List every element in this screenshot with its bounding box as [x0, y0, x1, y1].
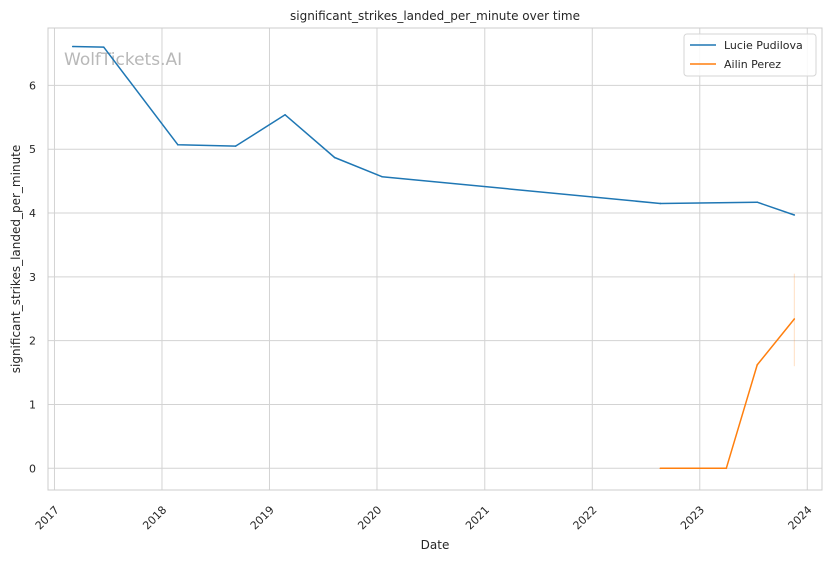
y-tick-label: 0: [29, 462, 36, 475]
x-axis-title: Date: [421, 538, 450, 552]
y-tick-label: 2: [29, 335, 36, 348]
data-point-lucie-pudilova: [381, 175, 383, 178]
data-point-lucie-pudilova: [234, 145, 237, 147]
series-layer: [71, 45, 796, 470]
plot-frame: [47, 27, 823, 491]
data-point-lucie-pudilova: [793, 214, 796, 216]
series-line-lucie-pudilova: [72, 45, 795, 216]
data-point-ailin-perez: [659, 467, 662, 470]
y-tick-labels: 0 1 2 3 4 5 6: [29, 79, 36, 475]
data-point-lucie-pudilova: [333, 156, 336, 159]
y-axis-title: significant_strikes_landed_per_minute: [9, 145, 23, 374]
data-point-lucie-pudilova: [177, 143, 179, 146]
legend: Lucie Pudilova Ailin Perez: [683, 33, 817, 77]
data-point-ailin-perez: [725, 467, 728, 470]
data-point-lucie-pudilova: [756, 201, 759, 204]
series-line-ailin-perez: [660, 318, 795, 470]
y-tick-label: 1: [29, 398, 36, 411]
data-point-lucie-pudilova: [102, 46, 105, 48]
data-point-ailin-perez: [793, 318, 796, 320]
y-tick-label: 3: [29, 271, 36, 284]
data-point-ailin-perez: [756, 364, 759, 366]
y-tick-label: 6: [29, 79, 36, 92]
chart-title: significant_strikes_landed_per_minute ov…: [290, 9, 580, 23]
data-point-lucie-pudilova: [284, 113, 286, 116]
data-point-lucie-pudilova: [659, 202, 662, 205]
legend-label-ailin-perez: Ailin Perez: [724, 58, 781, 71]
y-tick-label: 4: [29, 207, 36, 220]
legend-label-lucie-pudilova: Lucie Pudilova: [724, 39, 803, 52]
legend-box: [683, 33, 817, 77]
watermark: WolfTickets.AI: [64, 50, 182, 70]
grid: [48, 28, 822, 490]
data-point-lucie-pudilova: [71, 45, 74, 48]
y-tick-label: 5: [29, 143, 36, 156]
